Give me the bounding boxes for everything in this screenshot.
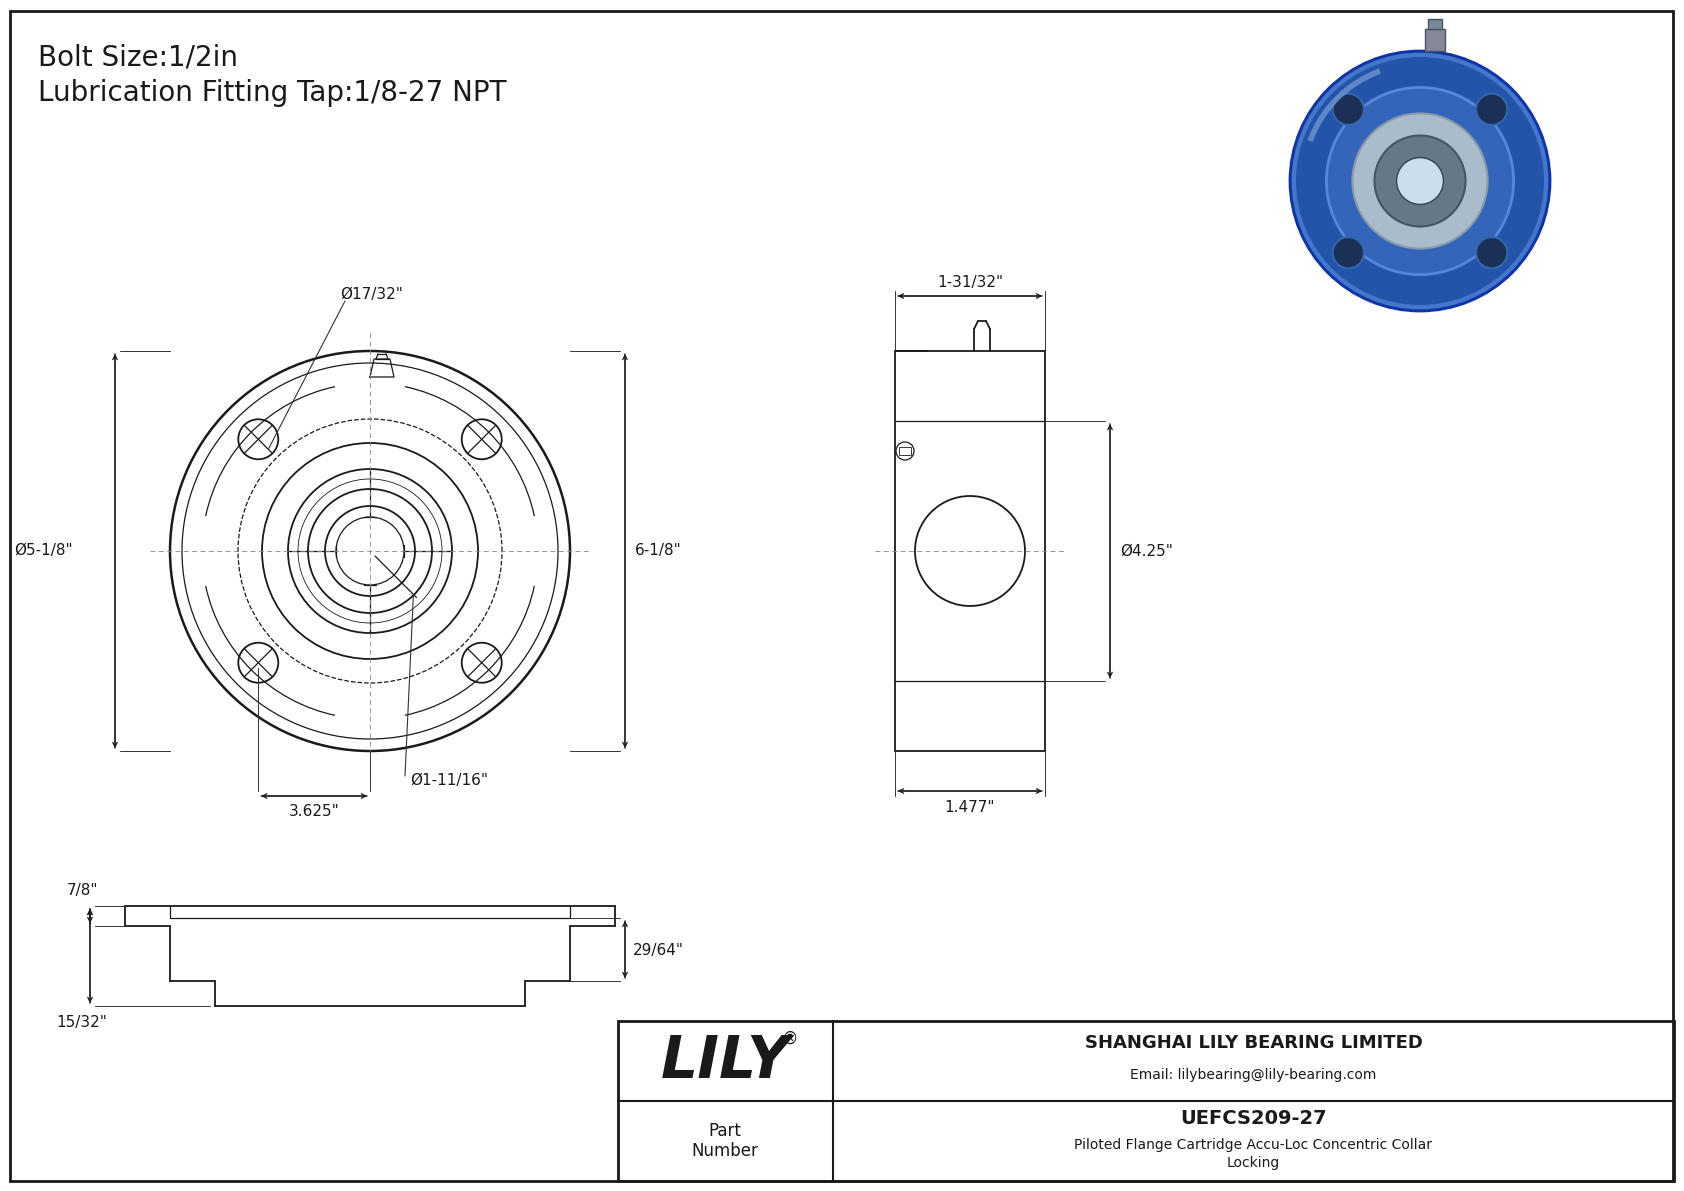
Bar (899, 447, 911, 455)
Bar (1428, 19, 1442, 29)
Circle shape (1352, 113, 1487, 249)
Circle shape (1327, 87, 1514, 275)
Text: 15/32": 15/32" (57, 1015, 108, 1029)
Circle shape (1332, 94, 1364, 125)
Circle shape (1332, 237, 1364, 268)
Text: 7/8": 7/8" (66, 883, 98, 898)
Bar (1425, 29, 1445, 51)
Text: UEFCS209-27: UEFCS209-27 (1180, 1110, 1327, 1129)
Text: Ø17/32": Ø17/32" (340, 287, 402, 301)
Text: LILY: LILY (660, 1033, 790, 1090)
Circle shape (1374, 136, 1465, 226)
Circle shape (1477, 94, 1507, 125)
Circle shape (1290, 51, 1549, 311)
Text: Ø4.25": Ø4.25" (1120, 543, 1172, 559)
Text: 3.625": 3.625" (288, 804, 340, 819)
Text: Locking: Locking (1228, 1156, 1280, 1170)
Text: Ø5-1/8": Ø5-1/8" (15, 543, 72, 559)
Bar (618, 1021, 1674, 1181)
Text: Ø1-11/16": Ø1-11/16" (409, 773, 488, 788)
Text: 6-1/8": 6-1/8" (635, 543, 682, 559)
Text: SHANGHAI LILY BEARING LIMITED: SHANGHAI LILY BEARING LIMITED (1084, 1034, 1423, 1052)
Text: Part
Number: Part Number (692, 1122, 758, 1160)
Text: 1-31/32": 1-31/32" (936, 274, 1004, 289)
Text: 29/64": 29/64" (633, 942, 684, 958)
Circle shape (1477, 237, 1507, 268)
Text: Lubrication Fitting Tap:1/8-27 NPT: Lubrication Fitting Tap:1/8-27 NPT (39, 79, 507, 107)
Text: 1.477": 1.477" (945, 799, 995, 815)
Circle shape (1396, 157, 1443, 205)
Text: ®: ® (781, 1030, 798, 1048)
Text: Bolt Size:1/2in: Bolt Size:1/2in (39, 43, 237, 71)
Text: Email: lilybearing@lily-bearing.com: Email: lilybearing@lily-bearing.com (1130, 1068, 1378, 1081)
Text: Piloted Flange Cartridge Accu-Loc Concentric Collar: Piloted Flange Cartridge Accu-Loc Concen… (1074, 1137, 1433, 1152)
